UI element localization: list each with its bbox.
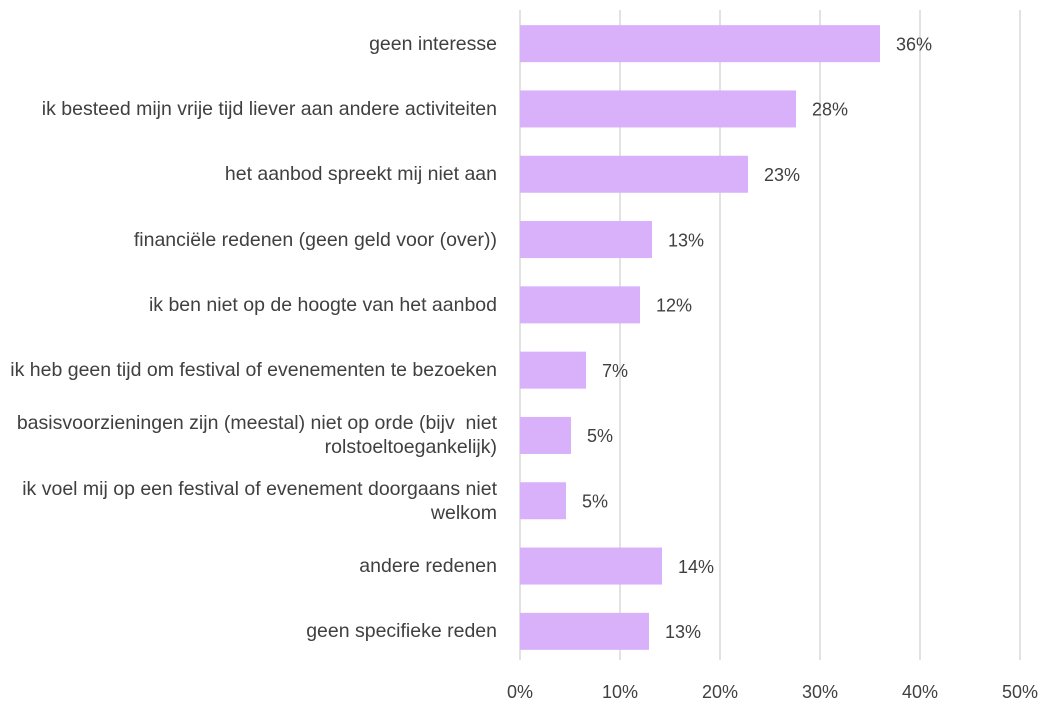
value-label: 13%	[668, 230, 704, 250]
bar	[520, 547, 662, 585]
value-label: 13%	[665, 622, 701, 642]
value-label: 36%	[896, 34, 932, 54]
bar	[520, 221, 652, 259]
x-tick-label: 10%	[602, 682, 638, 702]
bar	[520, 286, 640, 324]
value-label: 7%	[602, 361, 628, 381]
category-label: ik voel mij op een festival of evenement…	[22, 477, 503, 524]
bar	[520, 612, 649, 650]
bar	[520, 90, 796, 128]
x-tick-label: 0%	[507, 682, 533, 702]
bar	[520, 25, 880, 63]
x-tick-label: 30%	[802, 682, 838, 702]
x-tick-label: 50%	[1002, 682, 1038, 702]
category-label: financiële redenen (geen geld voor (over…	[133, 228, 497, 251]
bar	[520, 416, 571, 454]
value-label: 14%	[678, 557, 714, 577]
category-label: ik heb geen tijd om festival of evenemen…	[10, 359, 497, 382]
category-label: geen specifieke reden	[306, 620, 497, 643]
category-label: ik besteed mijn vrije tijd liever aan an…	[41, 97, 497, 120]
x-tick-label: 20%	[702, 682, 738, 702]
bar	[520, 155, 748, 193]
x-tick-label: 40%	[902, 682, 938, 702]
category-label: ik ben niet op de hoogte van het aanbod	[148, 293, 497, 316]
category-label: het aanbod spreekt mij niet aan	[224, 163, 497, 186]
category-label: geen interesse	[369, 32, 497, 55]
category-label: andere redenen	[359, 555, 497, 578]
value-label: 12%	[656, 296, 692, 316]
value-label: 28%	[812, 100, 848, 120]
category-label: basisvoorzieningen zijn (meestal) niet o…	[16, 412, 503, 459]
value-label: 5%	[582, 492, 608, 512]
value-label: 23%	[764, 165, 800, 185]
value-label: 5%	[587, 426, 613, 446]
bar	[520, 351, 586, 389]
bar	[520, 482, 566, 520]
